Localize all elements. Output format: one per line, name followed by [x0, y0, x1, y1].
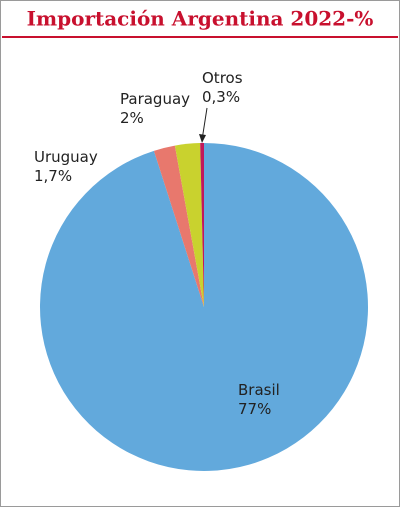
slice-name: Paraguay	[120, 90, 190, 108]
slice-value-label: 77%	[238, 400, 271, 418]
callout-arrow	[199, 134, 206, 143]
pie-slice	[39, 143, 369, 471]
pie-slice	[174, 143, 204, 307]
slice-value-label: 1,7%	[34, 167, 72, 185]
pie-slice	[200, 143, 204, 307]
slice-value-label: 2%	[120, 109, 144, 127]
slice-name: Uruguay	[34, 148, 98, 166]
slice-name: Brasil	[238, 381, 280, 399]
pie-slice	[153, 145, 204, 307]
chart-title: Importación Argentina 2022-%	[27, 7, 374, 31]
slice-value-label: 0,3%	[202, 88, 240, 106]
slice-name: Otros	[202, 69, 243, 87]
pie	[39, 143, 369, 471]
